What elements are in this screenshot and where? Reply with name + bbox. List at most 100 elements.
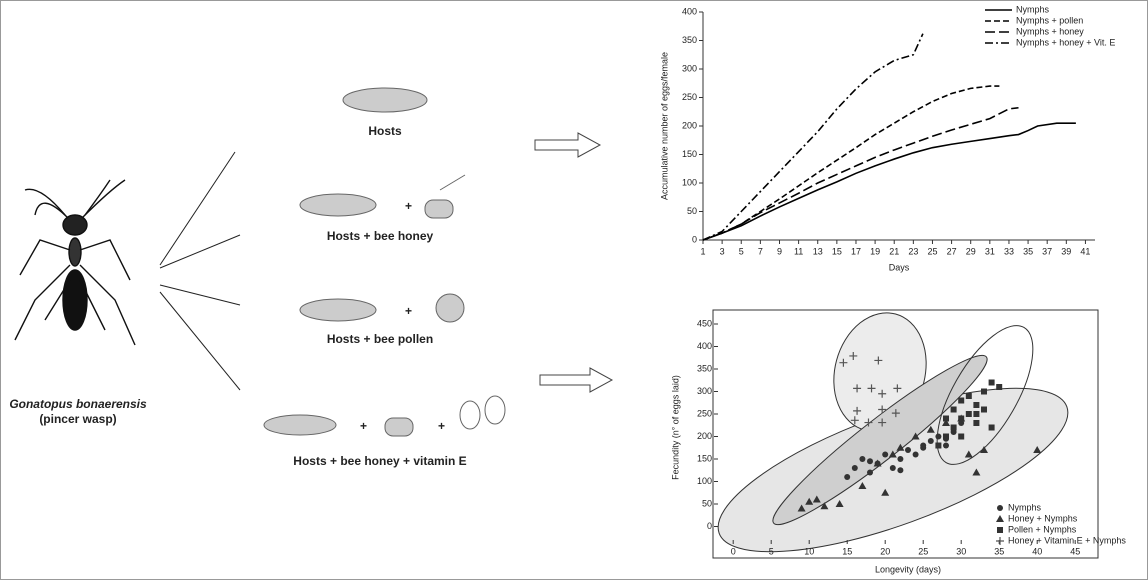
x-tick-label: 27 <box>947 246 957 256</box>
x-tick-label: 25 <box>927 246 937 256</box>
point <box>935 433 942 440</box>
x-tick-label: 23 <box>908 246 918 256</box>
point <box>881 488 890 496</box>
point <box>920 444 927 451</box>
x-tick-label: 33 <box>1004 246 1014 256</box>
point <box>935 442 942 449</box>
point <box>849 351 858 360</box>
y-tick-label: 350 <box>697 363 712 373</box>
point <box>897 456 904 462</box>
y-tick-label: 200 <box>697 431 712 441</box>
point <box>864 418 873 427</box>
y-tick-label: 50 <box>687 206 697 216</box>
series-line <box>702 33 924 241</box>
point <box>835 500 844 507</box>
point <box>973 402 980 408</box>
point <box>873 459 882 467</box>
series-line <box>702 106 1019 241</box>
point <box>867 384 876 393</box>
point <box>878 389 887 398</box>
point <box>980 446 988 453</box>
point <box>911 432 920 440</box>
point <box>965 393 972 399</box>
y-tick-label: 350 <box>682 35 697 45</box>
point <box>1033 446 1042 453</box>
point <box>893 384 902 393</box>
treatment-label: Hosts + bee honey <box>327 229 434 243</box>
point <box>858 482 867 489</box>
point <box>973 411 980 417</box>
y-axis-label: Accumulative number of eggs/female <box>659 52 669 200</box>
y-axis-label: Fecundity (n° of eggs laid) <box>670 375 680 480</box>
point <box>965 411 972 417</box>
y-tick-label: 0 <box>692 234 697 244</box>
point <box>874 356 883 365</box>
point <box>981 388 987 395</box>
x-tick-label: 10 <box>804 546 814 556</box>
legend-label: Nymphs <box>1016 4 1050 14</box>
fan-lines <box>159 151 241 391</box>
treatment-label: Hosts + bee pollen <box>327 332 433 346</box>
point <box>812 495 821 503</box>
point <box>942 419 950 426</box>
y-tick-label: 150 <box>697 453 712 463</box>
legend-marker <box>996 515 1004 522</box>
legend-marker <box>997 527 1003 533</box>
point <box>844 474 851 480</box>
legend-marker <box>996 537 1004 545</box>
x-tick-label: 29 <box>966 246 976 256</box>
y-tick-label: 400 <box>697 341 712 351</box>
legend-label: Pollen + Nymphs <box>1008 524 1077 534</box>
point <box>950 406 957 413</box>
y-tick-label: 150 <box>682 149 697 159</box>
y-tick-label: 250 <box>697 408 712 418</box>
x-tick-label: 5 <box>769 546 774 556</box>
point <box>943 433 949 440</box>
point <box>878 418 887 427</box>
point <box>958 397 965 404</box>
plot-frame <box>712 309 1099 559</box>
point <box>964 450 973 458</box>
series-line <box>702 122 1076 241</box>
x-tick-label: 20 <box>880 546 890 556</box>
point <box>797 504 806 512</box>
y-tick-label: 0 <box>707 521 712 531</box>
point <box>905 447 911 453</box>
legend-label: Honey + Vitamin E + Nymphs <box>1008 535 1126 545</box>
x-tick-label: 17 <box>851 246 861 256</box>
point <box>943 442 949 449</box>
arrow <box>534 132 602 158</box>
point <box>988 424 995 431</box>
x-tick-label: 1 <box>700 246 705 256</box>
species-name: Gonatopus bonaerensis <box>9 397 147 411</box>
y-tick-label: 200 <box>682 120 697 130</box>
point <box>850 416 859 425</box>
x-tick-label: 35 <box>1023 246 1033 256</box>
x-tick-label: 15 <box>832 246 842 256</box>
plus-sign: + <box>360 419 367 433</box>
legend-label: Honey + Nymphs <box>1008 513 1078 523</box>
point <box>927 438 934 444</box>
y-tick-label: 400 <box>682 6 697 16</box>
y-tick-label: 100 <box>697 476 712 486</box>
point <box>896 443 905 451</box>
arrow <box>539 367 614 393</box>
plus-sign: + <box>405 304 412 318</box>
point <box>859 456 866 462</box>
common-name: (pincer wasp) <box>39 412 116 426</box>
hosts <box>263 87 506 437</box>
x-tick-label: 9 <box>777 246 782 256</box>
point <box>926 425 935 433</box>
point <box>912 451 919 458</box>
point <box>888 450 897 458</box>
y-tick-label: 50 <box>702 498 712 508</box>
x-tick-label: 45 <box>1070 546 1080 556</box>
x-tick-label: 15 <box>842 546 852 556</box>
x-tick-label: 35 <box>994 546 1004 556</box>
point <box>867 469 873 476</box>
point <box>853 384 862 393</box>
x-tick-label: 30 <box>956 546 966 556</box>
point <box>958 415 965 422</box>
point <box>958 433 965 440</box>
x-tick-label: 5 <box>739 246 744 256</box>
